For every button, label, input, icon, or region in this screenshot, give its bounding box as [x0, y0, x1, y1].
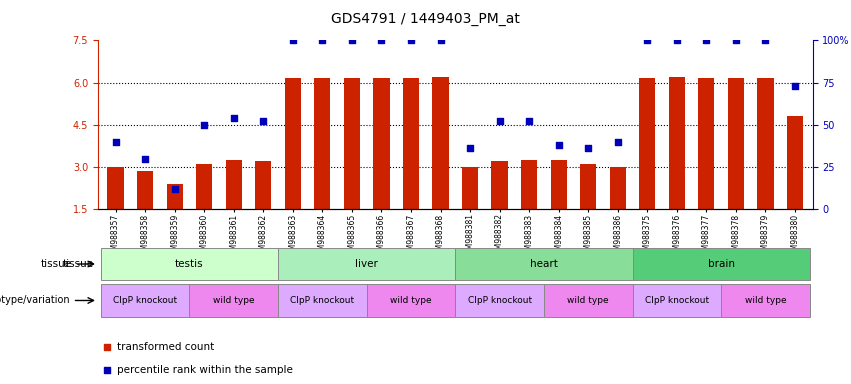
- Point: [168, 186, 181, 192]
- Bar: [669, 77, 685, 209]
- Bar: [255, 161, 271, 209]
- Text: transformed count: transformed count: [117, 342, 214, 352]
- Point: [729, 37, 743, 43]
- Bar: [455, 284, 544, 317]
- Bar: [278, 284, 367, 317]
- Point: [581, 146, 595, 152]
- Bar: [314, 78, 330, 209]
- Text: ClpP knockout: ClpP knockout: [113, 296, 177, 305]
- Bar: [374, 78, 390, 209]
- Text: GDS4791 / 1449403_PM_at: GDS4791 / 1449403_PM_at: [331, 12, 520, 25]
- Point: [197, 122, 211, 128]
- Point: [109, 139, 123, 145]
- Point: [641, 37, 654, 43]
- Point: [700, 37, 713, 43]
- Text: genotype/variation: genotype/variation: [0, 295, 71, 306]
- Point: [611, 139, 625, 145]
- Bar: [285, 78, 301, 209]
- Bar: [137, 171, 153, 209]
- Text: percentile rank within the sample: percentile rank within the sample: [117, 365, 294, 375]
- Point: [286, 37, 300, 43]
- Bar: [462, 167, 478, 209]
- Bar: [632, 248, 810, 280]
- Bar: [100, 248, 278, 280]
- Bar: [639, 78, 655, 209]
- Point: [397, 53, 411, 59]
- Point: [670, 37, 683, 43]
- Text: tissue: tissue: [62, 259, 94, 269]
- Bar: [521, 160, 537, 209]
- Point: [523, 118, 536, 124]
- Text: testis: testis: [175, 259, 203, 269]
- Point: [227, 115, 241, 121]
- Bar: [787, 116, 803, 209]
- Point: [404, 37, 418, 43]
- Text: wild type: wild type: [568, 296, 609, 305]
- Bar: [196, 164, 213, 209]
- Bar: [344, 78, 360, 209]
- Bar: [492, 161, 508, 209]
- Bar: [698, 78, 715, 209]
- Bar: [632, 284, 721, 317]
- Text: ClpP knockout: ClpP knockout: [645, 296, 709, 305]
- Bar: [580, 164, 597, 209]
- Point: [374, 37, 388, 43]
- Bar: [278, 248, 455, 280]
- Bar: [190, 284, 278, 317]
- Point: [139, 156, 152, 162]
- Point: [463, 146, 477, 152]
- Bar: [367, 284, 455, 317]
- Point: [397, 262, 411, 268]
- Bar: [609, 167, 625, 209]
- Text: wild type: wild type: [745, 296, 786, 305]
- Text: wild type: wild type: [213, 296, 254, 305]
- Text: brain: brain: [708, 259, 734, 269]
- Point: [788, 83, 802, 89]
- Point: [316, 37, 329, 43]
- Bar: [455, 248, 632, 280]
- Bar: [167, 184, 183, 209]
- Text: liver: liver: [355, 259, 378, 269]
- Bar: [757, 78, 774, 209]
- Bar: [721, 284, 810, 317]
- Text: heart: heart: [530, 259, 558, 269]
- Point: [434, 37, 448, 43]
- Point: [551, 142, 565, 148]
- Bar: [551, 160, 567, 209]
- Text: ClpP knockout: ClpP knockout: [290, 296, 354, 305]
- Point: [493, 118, 506, 124]
- Bar: [432, 77, 448, 209]
- Bar: [100, 284, 190, 317]
- Bar: [403, 78, 419, 209]
- Point: [256, 118, 270, 124]
- Point: [758, 37, 772, 43]
- Bar: [107, 167, 123, 209]
- Bar: [728, 78, 744, 209]
- Text: ClpP knockout: ClpP knockout: [467, 296, 532, 305]
- Text: wild type: wild type: [390, 296, 431, 305]
- Bar: [544, 284, 632, 317]
- Bar: [226, 160, 242, 209]
- Point: [346, 37, 359, 43]
- Text: tissue: tissue: [40, 259, 71, 269]
